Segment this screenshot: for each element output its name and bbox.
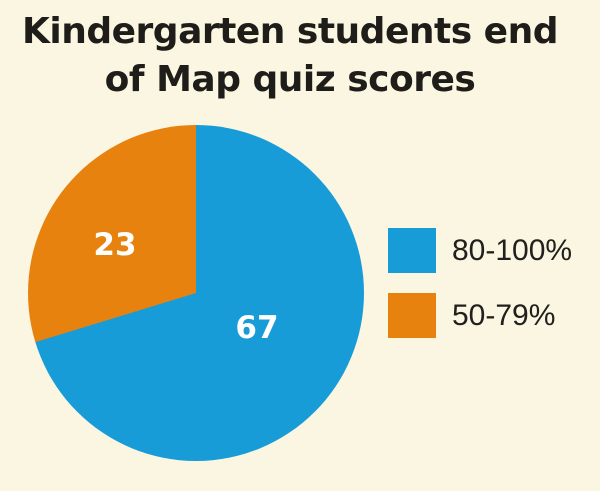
legend-swatch-80-100 [388, 228, 436, 273]
legend-swatch-50-79 [388, 293, 436, 338]
chart-title-line-1: Kindergarten students end [22, 11, 558, 52]
chart-title-line-2: of Map quiz scores [104, 59, 476, 100]
pie-value-label-50-79: 23 [93, 227, 137, 263]
legend-item-80-100: 80-100% [388, 228, 572, 273]
legend-label-80-100: 80-100% [452, 233, 573, 267]
legend: 80-100% 50-79% [388, 228, 572, 338]
legend-label-50-79: 50-79% [452, 298, 556, 332]
legend-item-50-79: 50-79% [388, 293, 572, 338]
pie-chart: 67 23 [28, 125, 364, 461]
chart-title: Kindergarten students end of Map quiz sc… [0, 8, 580, 104]
pie-value-label-80-100: 67 [235, 310, 279, 346]
